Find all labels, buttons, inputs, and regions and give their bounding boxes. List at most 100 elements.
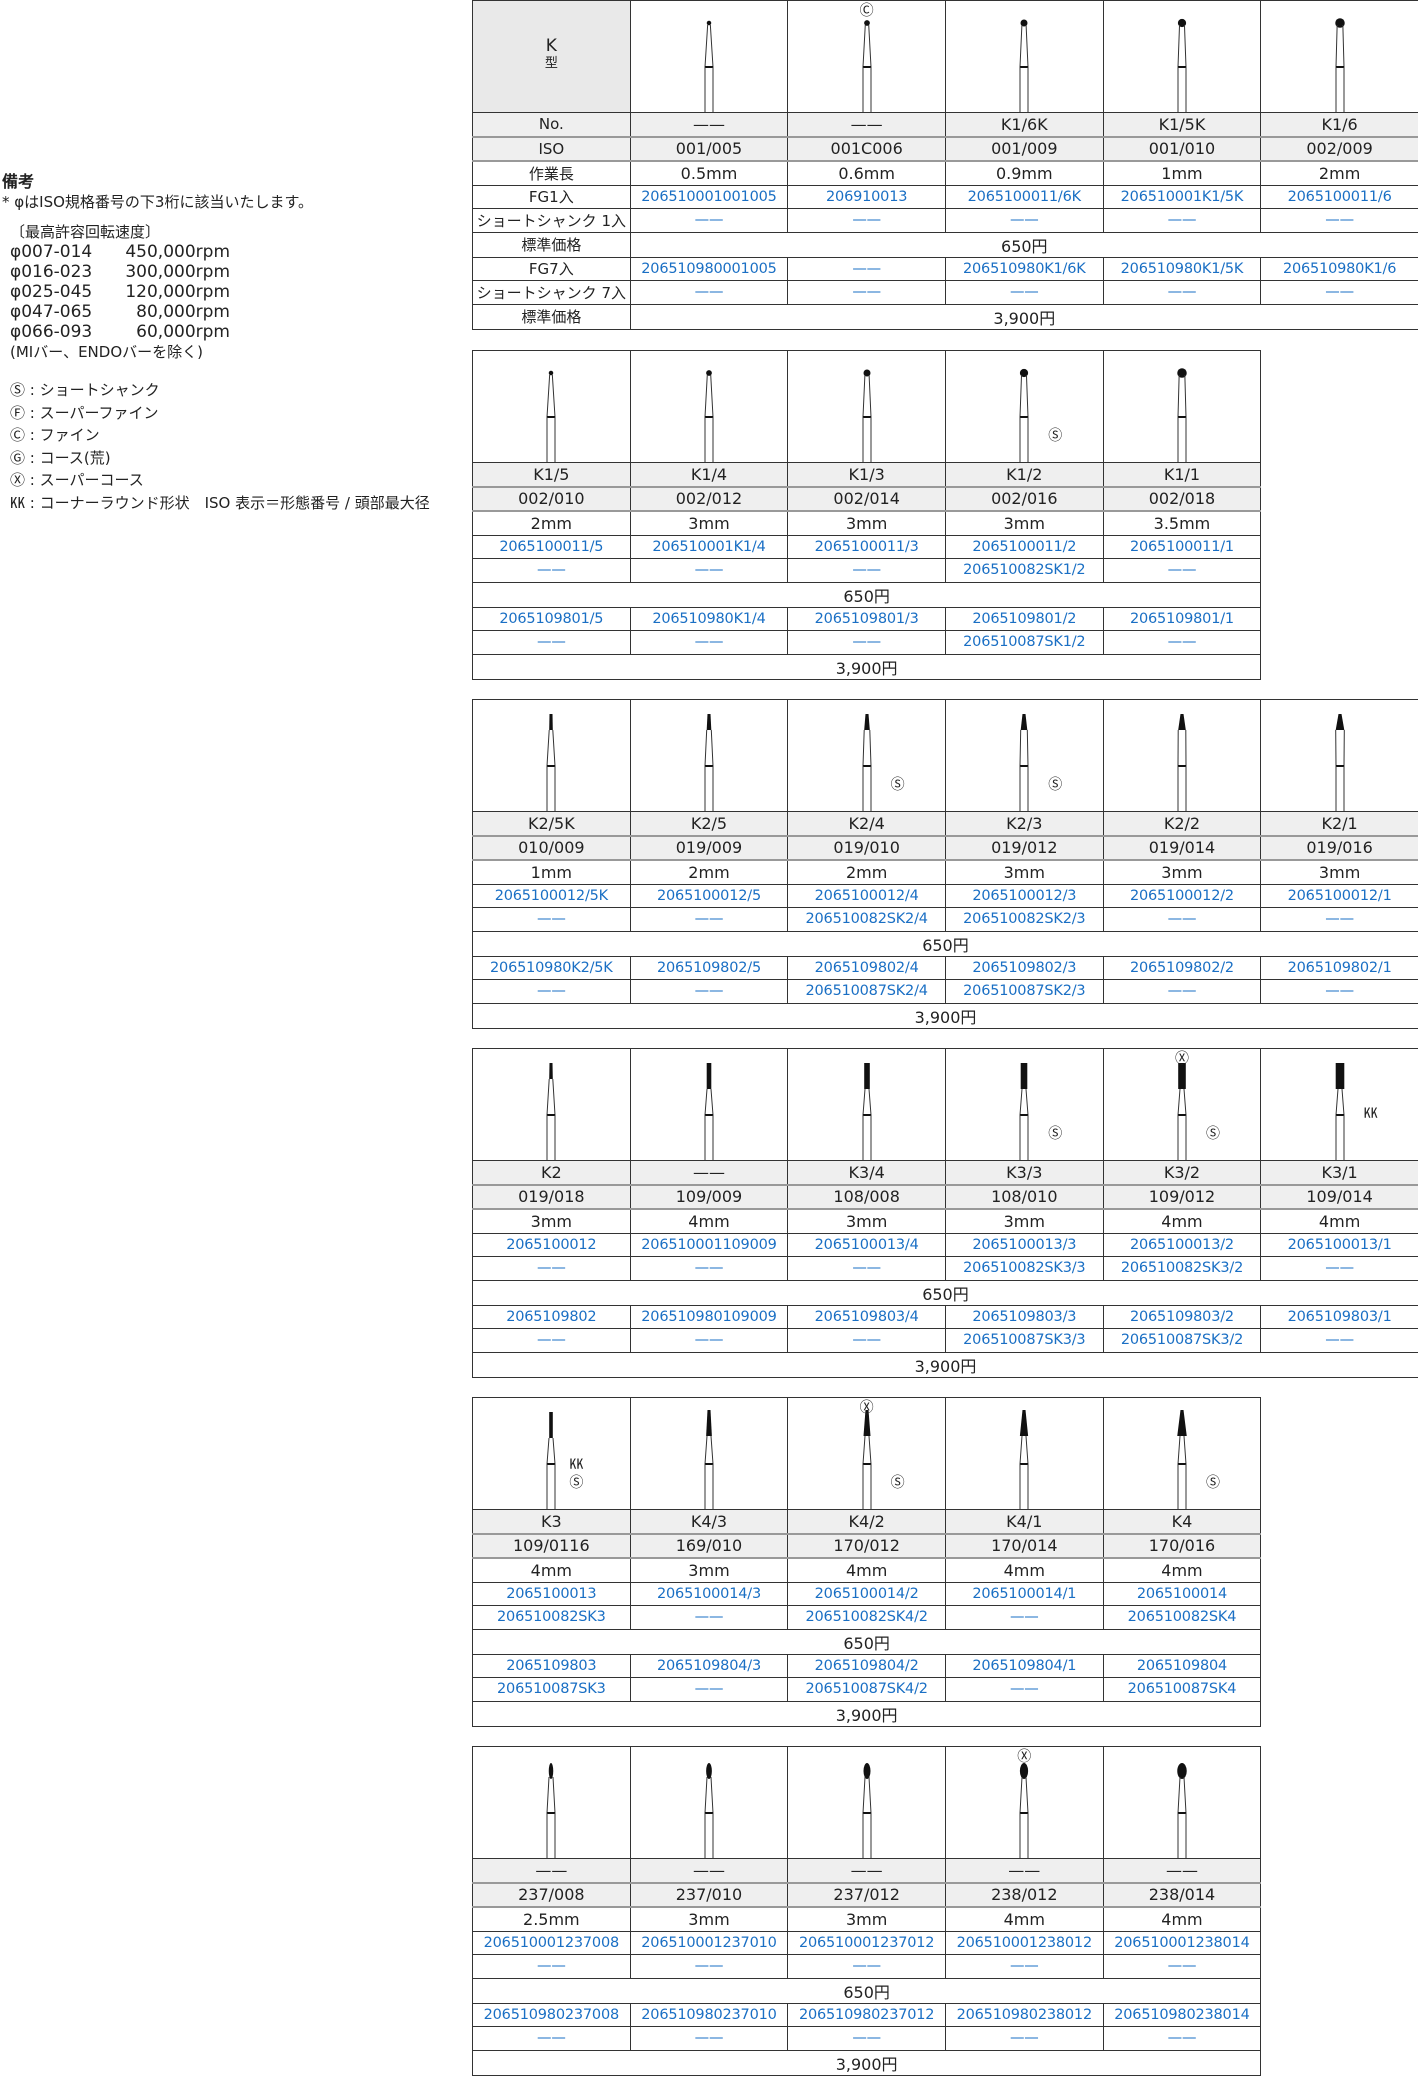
cell-fg7: 2065109803/2 <box>1103 1305 1261 1329</box>
cell-s1: —— <box>473 1955 631 1979</box>
legend-item: Ⓧ : スーパーコース <box>10 470 430 493</box>
cell-fg1: 2065100014/1 <box>945 1582 1103 1606</box>
cell-len: 2mm <box>630 860 788 884</box>
cell-s1: 206510082SK2/4 <box>788 908 946 932</box>
cell-iso: 002/016 <box>945 487 1103 512</box>
cell-s7: —— <box>1261 281 1418 305</box>
row-label: 標準価格 <box>473 232 631 257</box>
row-label: ISO <box>473 137 631 162</box>
badge-icon: Ⓧ <box>1017 1750 1031 1764</box>
cell-fg1: 2065100011/5 <box>473 535 631 559</box>
speed-rpm: 450,000rpm <box>120 242 230 262</box>
cell-iso: 109/014 <box>1261 1185 1418 1210</box>
cell-iso: 002/018 <box>1103 487 1261 512</box>
cell-fg1: 2065100011/2 <box>945 535 1103 559</box>
cell-iso: 001/005 <box>630 137 788 162</box>
cell-s1: —— <box>1103 559 1261 583</box>
cell-fg7: 2065109801/2 <box>945 607 1103 631</box>
bur-cone-icon <box>521 1049 581 1160</box>
cell-fg7: 206510980237010 <box>630 2003 788 2027</box>
cell-s7: —— <box>630 2027 788 2051</box>
cell-iso: 238/014 <box>1103 1883 1261 1908</box>
speed-rpm: 60,000rpm <box>120 322 230 342</box>
cell-fg1: 206510001001005 <box>630 185 788 209</box>
cell-s1: 206510082SK3/2 <box>1103 1257 1261 1281</box>
cell-fg1: 2065100014/2 <box>788 1582 946 1606</box>
speed-range: φ016-023 <box>10 262 120 282</box>
cell-fg7: 2065109802 <box>473 1305 631 1329</box>
cell-no: K3/4 <box>788 1161 946 1185</box>
cell-s7: —— <box>473 2027 631 2051</box>
cell-fg7: 2065109804/1 <box>945 1654 1103 1678</box>
cell-fg7: 2065109804/2 <box>788 1654 946 1678</box>
cell-len: 3.5mm <box>1103 511 1261 535</box>
standard-price: 650円 <box>473 1629 1261 1654</box>
cell-iso: 002/014 <box>788 487 946 512</box>
cell-fg1: 2065100012 <box>473 1233 631 1257</box>
badge-icon: Ⓢ <box>891 778 905 792</box>
cell-s1: —— <box>473 908 631 932</box>
cell-s7: —— <box>1261 980 1418 1004</box>
bur-image-cell: Ⓢ <box>945 700 1103 812</box>
cell-fg7: 2065109801/5 <box>473 607 631 631</box>
cell-fg1: 2065100014 <box>1103 1582 1261 1606</box>
cell-s1: —— <box>945 1955 1103 1979</box>
cell-len: 4mm <box>1103 1558 1261 1582</box>
badge-icon: Ⓒ <box>860 4 874 18</box>
cell-fg7: 206510980K1/6K <box>945 257 1103 281</box>
cell-fg7: 206510980109009 <box>630 1305 788 1329</box>
cell-len: 3mm <box>473 1209 631 1233</box>
cell-s7: —— <box>945 1678 1103 1702</box>
badge-icon: Ⓢ <box>569 1476 583 1490</box>
cell-fg1: 206510001238012 <box>945 1931 1103 1955</box>
cell-s7: —— <box>945 2027 1103 2051</box>
cell-s1: 206510082SK3 <box>473 1606 631 1630</box>
bur-pear-icon <box>521 1747 581 1858</box>
cell-s1: —— <box>630 209 788 233</box>
cell-len: 3mm <box>788 1209 946 1233</box>
cell-len: 1mm <box>473 860 631 884</box>
cell-len: 0.5mm <box>630 161 788 185</box>
cell-s7: —— <box>1103 980 1261 1004</box>
cell-fg1: 206510001K1/4 <box>630 535 788 559</box>
bur-image-cell <box>473 351 631 463</box>
cell-iso: 109/0116 <box>473 1534 631 1559</box>
bur-cone-icon <box>521 700 581 811</box>
legend-item: Ⓢ : ショートシャンク <box>10 380 430 403</box>
bur-taper-icon <box>1152 1398 1212 1509</box>
cell-s1: —— <box>945 1606 1103 1630</box>
cell-fg1: 2065100012/5K <box>473 884 631 908</box>
bur-image-cell <box>630 1 788 113</box>
cell-s7: —— <box>788 281 946 305</box>
standard-price: 650円 <box>630 232 1418 257</box>
cell-fg7: 2065109803/3 <box>945 1305 1103 1329</box>
cell-len: 3mm <box>1261 860 1418 884</box>
cell-fg7: 2065109802/1 <box>1261 956 1418 980</box>
cell-no: K3 <box>473 1510 631 1534</box>
cell-fg7: 2065109801/1 <box>1103 607 1261 631</box>
cell-no: K2 <box>473 1161 631 1185</box>
cell-s1: —— <box>945 209 1103 233</box>
cell-fg1: 2065100011/6 <box>1261 185 1418 209</box>
cell-s1: 206510082SK2/3 <box>945 908 1103 932</box>
cell-s7: —— <box>1103 631 1261 655</box>
standard-price: 3,900円 <box>473 1701 1261 1726</box>
cell-fg1: 206510001K1/5K <box>1103 185 1261 209</box>
bur-cylinder-icon <box>994 1049 1054 1160</box>
cell-len: 1mm <box>1103 161 1261 185</box>
cell-fg1: 206510001237012 <box>788 1931 946 1955</box>
cell-no: K2/1 <box>1261 812 1418 836</box>
